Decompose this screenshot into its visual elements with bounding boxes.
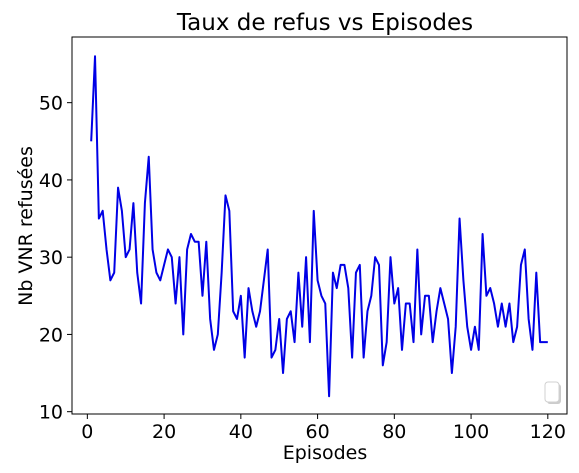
x-tick-label: 100 [453, 421, 489, 443]
series-line-0 [90, 55, 548, 398]
y-tick-label: 10 [39, 402, 63, 424]
x-tick-label: 60 [305, 421, 329, 443]
x-tick-label: 80 [382, 421, 406, 443]
y-axis-label: Nb VNR refusées [15, 146, 37, 306]
y-axis-ticks: 10 20 30 40 50 [39, 93, 72, 424]
legend-box [544, 381, 560, 403]
x-tick-label: 40 [229, 421, 253, 443]
x-axis-label: Episodes [283, 442, 368, 464]
x-tick-label: 20 [152, 421, 176, 443]
y-tick-label: 20 [39, 324, 63, 346]
legend [544, 381, 561, 404]
y-tick-label: 30 [39, 247, 63, 269]
x-axis-ticks: 0 20 40 60 80 100 120 [81, 414, 566, 443]
x-tick-label: 120 [530, 421, 566, 443]
y-tick-label: 40 [39, 170, 63, 192]
plot-area [71, 36, 568, 415]
y-tick-label: 50 [39, 93, 63, 115]
x-tick-label: 0 [81, 421, 93, 443]
chart-title: Taux de refus vs Episodes [176, 10, 473, 36]
plot-frame [71, 36, 568, 415]
